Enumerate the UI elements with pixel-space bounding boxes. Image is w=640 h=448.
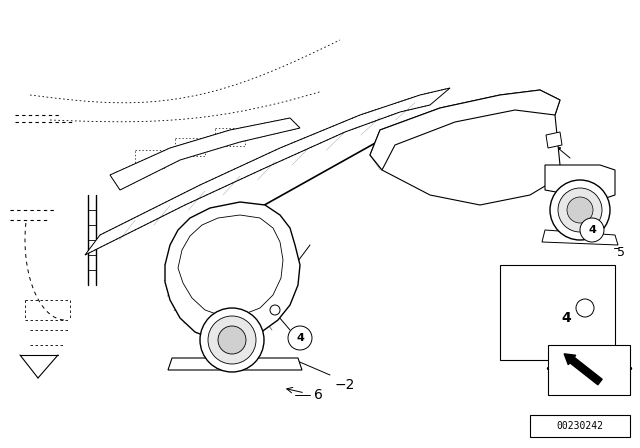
Circle shape xyxy=(208,316,256,364)
Text: −2: −2 xyxy=(335,378,355,392)
Polygon shape xyxy=(542,230,618,245)
Text: 00230242: 00230242 xyxy=(557,421,604,431)
Circle shape xyxy=(558,188,602,232)
Polygon shape xyxy=(168,358,302,370)
Circle shape xyxy=(270,305,280,315)
Bar xyxy=(548,345,630,395)
Text: 1: 1 xyxy=(555,375,565,389)
Polygon shape xyxy=(546,132,562,148)
Circle shape xyxy=(218,326,246,354)
Text: 6: 6 xyxy=(314,388,323,402)
Polygon shape xyxy=(85,88,450,255)
Polygon shape xyxy=(370,90,560,170)
Circle shape xyxy=(576,299,594,317)
Circle shape xyxy=(288,326,312,350)
Polygon shape xyxy=(370,90,560,205)
Bar xyxy=(530,415,630,437)
Polygon shape xyxy=(545,165,615,200)
Circle shape xyxy=(200,308,264,372)
FancyArrow shape xyxy=(564,354,602,385)
Circle shape xyxy=(567,197,593,223)
Text: 3: 3 xyxy=(260,308,269,322)
Polygon shape xyxy=(165,202,300,340)
Bar xyxy=(500,265,615,360)
Circle shape xyxy=(550,180,610,240)
Text: 5: 5 xyxy=(617,246,625,258)
Circle shape xyxy=(580,218,604,242)
Polygon shape xyxy=(178,215,283,316)
Text: 4: 4 xyxy=(296,333,304,343)
Text: 4: 4 xyxy=(588,225,596,235)
Text: 4: 4 xyxy=(561,311,571,325)
Polygon shape xyxy=(110,118,300,190)
